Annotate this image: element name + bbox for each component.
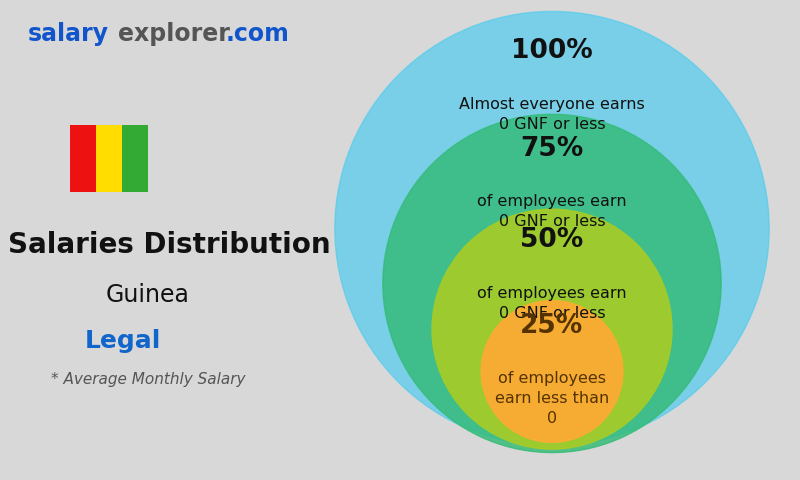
Text: of employees
earn less than
0: of employees earn less than 0 [495,372,609,426]
Bar [122,125,148,192]
Text: 50%: 50% [520,227,584,253]
Circle shape [335,12,769,446]
Text: Legal: Legal [85,329,162,353]
Text: 75%: 75% [520,135,584,162]
Circle shape [481,300,623,442]
Text: Almost everyone earns
0 GNF or less: Almost everyone earns 0 GNF or less [459,97,645,132]
Circle shape [383,114,721,453]
Text: of employees earn
0 GNF or less: of employees earn 0 GNF or less [477,286,627,321]
Bar [96,125,122,192]
Text: salary: salary [28,22,109,46]
Bar [70,125,96,192]
Text: 100%: 100% [511,38,593,64]
Text: .com: .com [226,22,289,46]
Text: 25%: 25% [520,312,584,339]
Text: Salaries Distribution: Salaries Distribution [8,231,330,259]
Text: explorer: explorer [118,22,230,46]
Text: of employees earn
0 GNF or less: of employees earn 0 GNF or less [477,194,627,229]
Text: Guinea: Guinea [106,283,190,307]
Circle shape [432,209,672,449]
Text: * Average Monthly Salary: * Average Monthly Salary [50,372,245,387]
